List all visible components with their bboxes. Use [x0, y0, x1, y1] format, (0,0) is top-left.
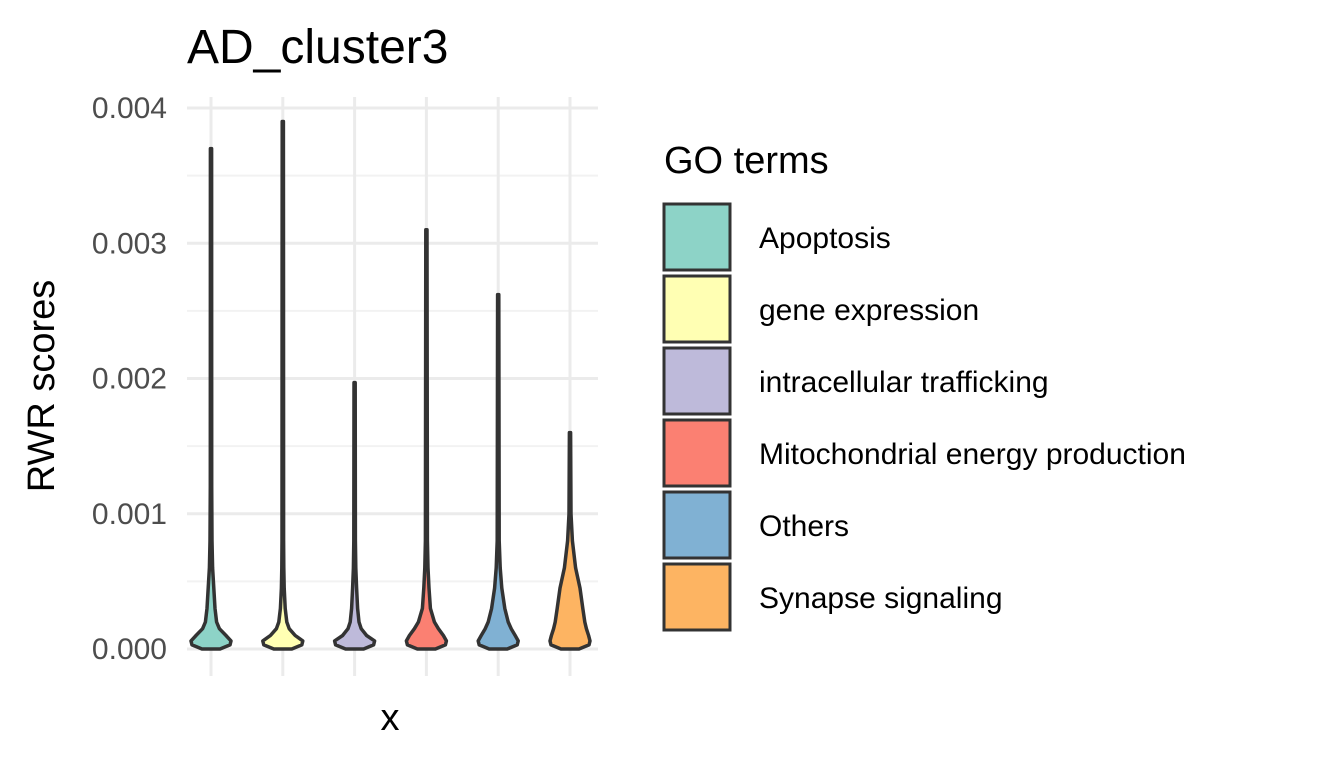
- violin-intracellular-trafficking: [332, 380, 377, 651]
- legend-label: intracellular trafficking: [759, 366, 1049, 399]
- y-axis-label: RWR scores: [21, 280, 63, 493]
- violin-gene-expression: [261, 119, 305, 651]
- legend-key: [662, 346, 732, 416]
- x-axis-label: x: [381, 697, 400, 739]
- chart-title: AD_cluster3: [187, 21, 448, 74]
- legend-key: [662, 562, 732, 632]
- legend-key: [662, 490, 732, 560]
- y-tick-label: 0.004: [92, 92, 167, 125]
- minor-gridlines: [187, 174, 598, 583]
- y-tick-label: 0.000: [92, 633, 167, 666]
- y-tick-label: 0.003: [92, 227, 167, 260]
- legend-label: Synapse signaling: [759, 582, 1003, 615]
- legend: Apoptosis gene expression intracellular tr…: [662, 202, 1186, 632]
- violin-apoptosis: [189, 146, 233, 651]
- violins: [189, 119, 592, 651]
- violin-others: [476, 292, 520, 651]
- y-axis-ticks: 0.000 0.001 0.002 0.003 0.004: [92, 92, 167, 666]
- violin-synapse-signaling: [548, 430, 592, 651]
- legend-label: Others: [759, 510, 849, 543]
- y-tick-label: 0.002: [92, 363, 167, 396]
- legend-key: [662, 202, 732, 272]
- violin-mitochondrial-energy-production: [404, 227, 449, 651]
- legend-label: gene expression: [759, 294, 979, 327]
- major-gridlines: [187, 97, 598, 676]
- legend-title: GO terms: [664, 140, 829, 182]
- legend-key: [662, 418, 732, 488]
- legend-key: [662, 274, 732, 344]
- legend-label: Mitochondrial energy production: [759, 438, 1186, 471]
- y-tick-label: 0.001: [92, 498, 167, 531]
- legend-label: Apoptosis: [759, 222, 891, 255]
